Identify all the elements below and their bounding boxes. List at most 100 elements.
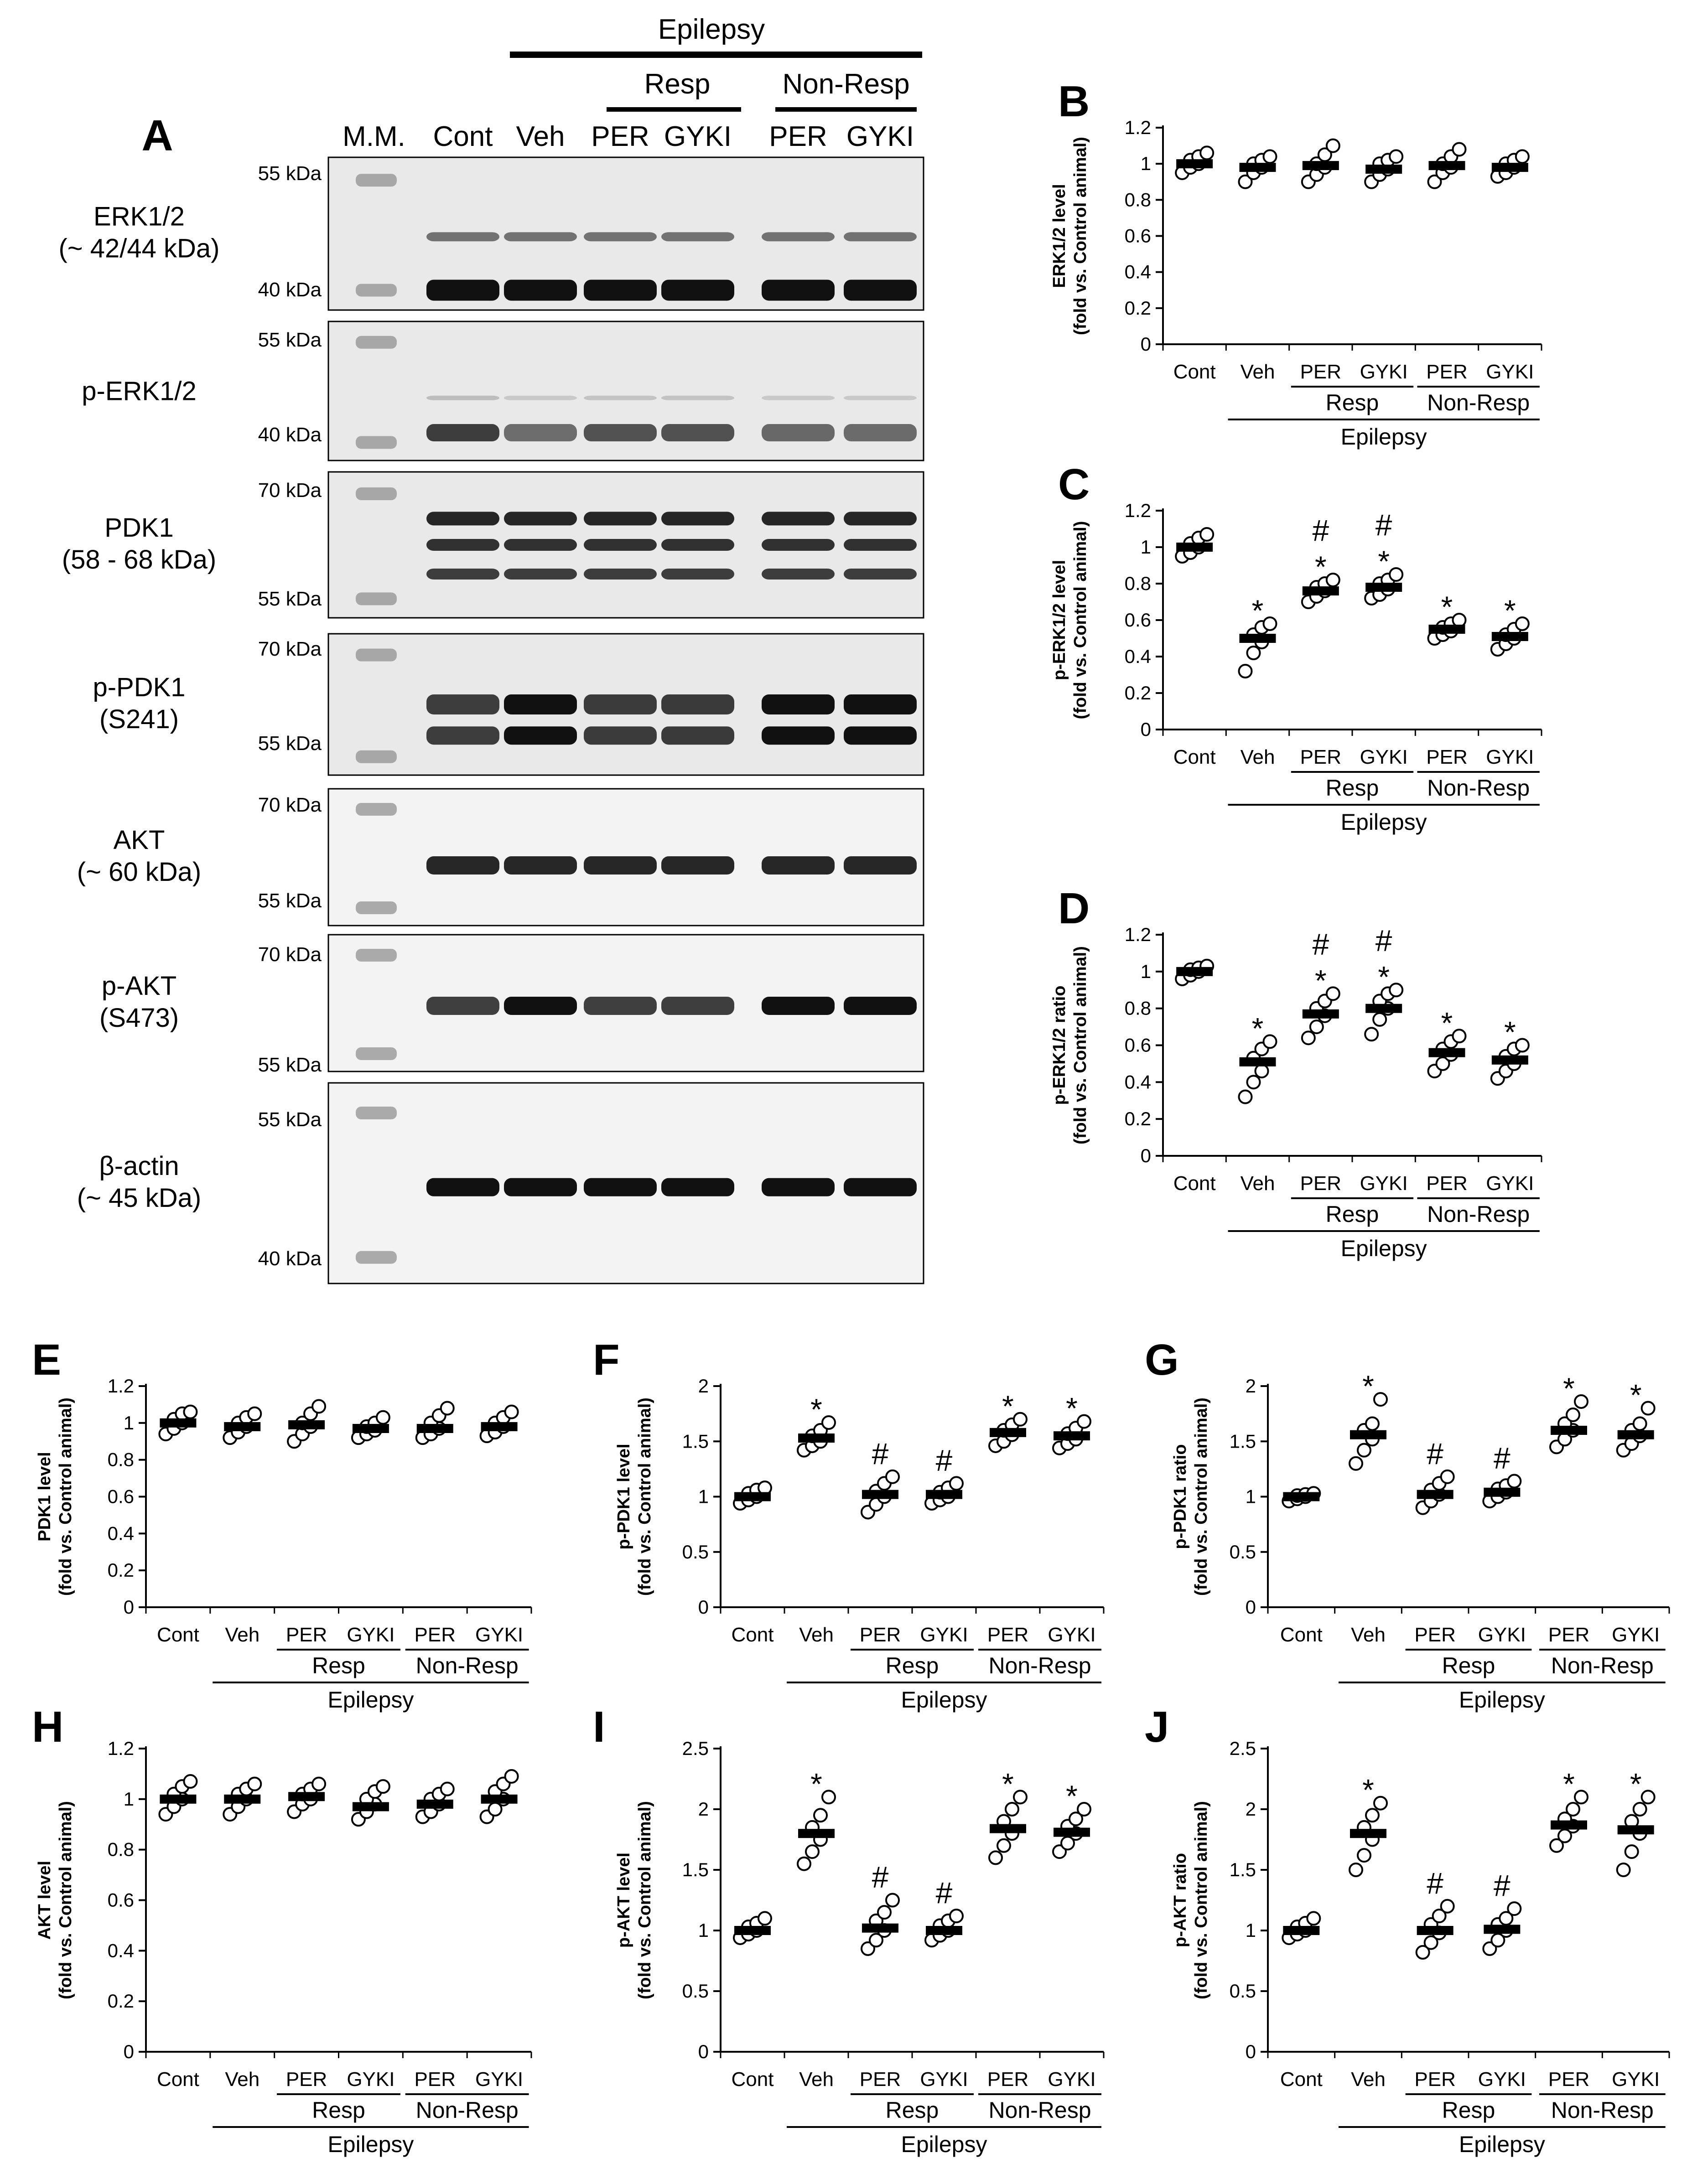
resp-label: Resp <box>1442 2097 1495 2123</box>
data-point <box>1013 1412 1028 1427</box>
chart-letter: G <box>1145 1335 1179 1384</box>
protein-label: (S241) <box>99 704 179 734</box>
data-point <box>1373 1392 1388 1407</box>
mean-bar <box>1484 1487 1521 1497</box>
y-axis-label: p-PDK1 ratio (fold vs. Control animal) <box>1171 1397 1211 1596</box>
y-tick-label: 0.6 <box>1125 225 1151 247</box>
resp-label: Resp <box>1326 775 1379 801</box>
significance-mark: * <box>1066 1779 1078 1813</box>
category-label: GYKI <box>1612 1624 1660 1646</box>
protein-label: (~ 45 kDa) <box>77 1183 201 1213</box>
y-tick-label: 0.4 <box>108 1522 134 1544</box>
data-point <box>1452 142 1467 157</box>
protein-band <box>661 1178 734 1196</box>
category-label: GYKI <box>1478 2068 1526 2091</box>
y-tick-label: 0.6 <box>1125 1035 1151 1056</box>
category-label: Veh <box>225 1624 260 1646</box>
mean-bar <box>288 1420 325 1429</box>
data-point <box>1069 1811 1083 1827</box>
significance-mark: # <box>1427 1866 1443 1900</box>
data-point <box>869 1933 883 1948</box>
category-label: PER <box>1548 2068 1589 2091</box>
category-label: PER <box>1426 1172 1467 1195</box>
lane-label: PER <box>769 121 827 152</box>
mean-bar <box>1054 1431 1090 1441</box>
protein-band <box>584 232 657 242</box>
mean-bar <box>352 1802 389 1811</box>
mean-bar <box>1491 632 1528 641</box>
marker-label: 55 kDa <box>258 1054 322 1076</box>
epilepsy-group-label: Epilepsy <box>658 14 765 45</box>
protein-band <box>584 856 657 875</box>
y-tick-label: 0.5 <box>682 1980 709 2002</box>
y-axis-label: p-PDK1 level (fold vs. Control animal) <box>614 1397 654 1596</box>
data-point <box>1640 1401 1656 1416</box>
marker-label: 70 kDa <box>258 943 322 966</box>
data-point <box>1507 1474 1522 1489</box>
protein-band <box>762 279 835 301</box>
epilepsy-label: Epilepsy <box>327 2132 414 2157</box>
category-label: PER <box>1300 361 1341 383</box>
data-point <box>1632 1802 1647 1817</box>
data-point <box>1482 1941 1497 1956</box>
y-tick-label: 0 <box>1141 1145 1151 1166</box>
protein-band <box>504 694 577 714</box>
y-tick-label: 1.2 <box>108 1375 134 1397</box>
significance-mark: # <box>1312 927 1329 961</box>
nonresp-label: Non-Resp <box>988 2097 1091 2123</box>
y-tick-label: 1.2 <box>108 1738 134 1759</box>
protein-band <box>584 997 657 1015</box>
protein-band <box>762 395 835 400</box>
data-point <box>1440 1469 1455 1484</box>
protein-band <box>584 1178 657 1196</box>
protein-band <box>661 512 734 526</box>
data-point <box>1199 145 1215 160</box>
data-point <box>1262 149 1277 164</box>
protein-label: (S473) <box>99 1003 179 1033</box>
data-point <box>1238 1089 1253 1104</box>
category-label: PER <box>1426 746 1467 768</box>
y-tick-label: 1.5 <box>682 1859 709 1880</box>
epilepsy-label: Epilepsy <box>901 1687 987 1713</box>
significance-mark: # <box>936 1443 953 1477</box>
significance-mark: * <box>1378 960 1390 994</box>
marker-label: 55 kDa <box>258 1108 322 1131</box>
nonresp-label: Non-Resp <box>1427 1201 1530 1227</box>
y-axis-label-line: (fold vs. Control animal) <box>1192 1801 1211 1999</box>
protein-label: p-ERK1/2 <box>82 377 196 406</box>
data-point <box>440 1781 455 1796</box>
category-label: Cont <box>1280 1624 1323 1646</box>
mean-bar <box>416 1423 453 1433</box>
nonresp-label: Non-Resp <box>416 2097 519 2123</box>
marker-ladder-band <box>356 436 397 449</box>
data-point <box>1435 1056 1450 1071</box>
mean-bar <box>862 1490 898 1499</box>
protein-band <box>426 232 499 242</box>
data-point <box>1357 1443 1371 1458</box>
chart-letter: F <box>593 1335 620 1384</box>
marker-ladder-band <box>356 648 397 662</box>
mean-bar <box>798 1433 835 1443</box>
mean-bar <box>926 1490 962 1499</box>
chart-letter: H <box>32 1703 63 1751</box>
mean-bar <box>1428 1048 1465 1057</box>
y-tick-label: 0.5 <box>1230 1980 1256 2002</box>
significance-mark: * <box>1362 1369 1374 1403</box>
y-tick-label: 1.2 <box>1125 924 1151 945</box>
chart-panel-f: F 0 0.5 1 1.5 2 * # # * * Cont Veh PER GYKI PER GYKI Resp… <box>593 1335 1105 1713</box>
category-label: GYKI <box>1486 746 1534 768</box>
mean-bar <box>798 1829 835 1838</box>
marker-label: 55 kDa <box>258 732 322 755</box>
significance-mark: # <box>872 1437 889 1470</box>
y-tick-label: 1 <box>1141 961 1151 982</box>
protein-band <box>504 279 577 301</box>
y-axis-label: p-AKT level (fold vs. Control animal) <box>614 1801 654 1999</box>
data-point <box>1640 1790 1656 1805</box>
y-axis-label: p-ERK1/2 level (fold vs. Control animal) <box>1050 521 1090 719</box>
data-point <box>813 1808 828 1823</box>
mean-bar <box>288 1792 325 1801</box>
data-point <box>311 1399 327 1414</box>
y-axis-label: AKT level (fold vs. Control animal) <box>35 1801 75 1999</box>
mean-bar <box>1283 1492 1320 1501</box>
mean-bar <box>1365 583 1402 592</box>
